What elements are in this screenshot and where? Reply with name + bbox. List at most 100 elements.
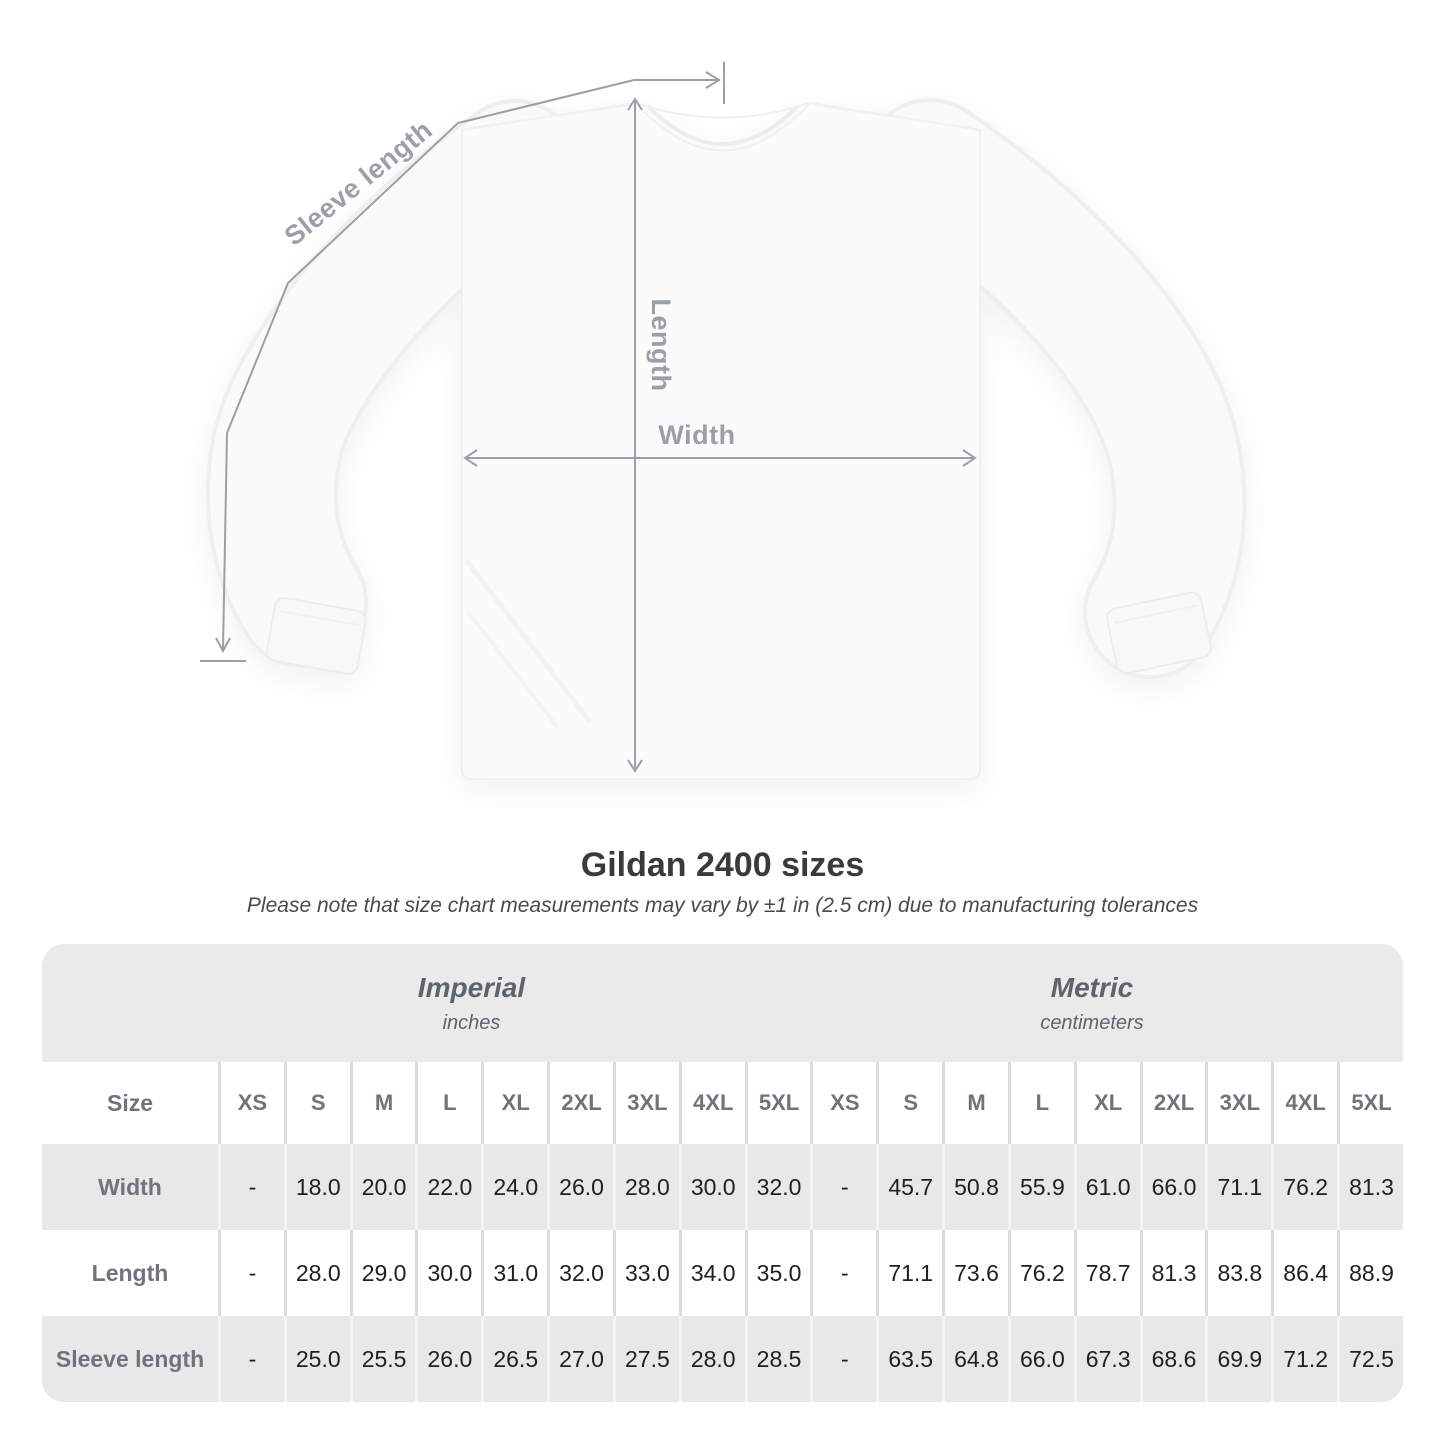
- value-cell-metric: -: [813, 1230, 877, 1316]
- unit-sub: centimeters: [1040, 1011, 1144, 1034]
- value-cell-metric: 72.5: [1340, 1316, 1403, 1402]
- size-header-metric: 3XL: [1208, 1062, 1272, 1144]
- size-header-metric: XL: [1076, 1062, 1140, 1144]
- value-cell-imperial: -: [221, 1230, 284, 1316]
- value-cell-metric: 55.9: [1010, 1144, 1074, 1230]
- value-cell-imperial: 28.0: [615, 1144, 679, 1230]
- value-cell-imperial: 26.5: [484, 1316, 548, 1402]
- size-header-metric: 4XL: [1274, 1062, 1338, 1144]
- row-label: Length: [42, 1230, 218, 1316]
- value-cell-imperial: 32.0: [550, 1230, 613, 1316]
- value-cell-metric: 73.6: [945, 1230, 1008, 1316]
- value-cell-imperial: 27.0: [550, 1316, 613, 1402]
- size-header-imperial: 3XL: [615, 1062, 679, 1144]
- size-chart-table: Imperial inches Metric centimeters Size X…: [42, 944, 1403, 1402]
- value-cell-imperial: 32.0: [747, 1144, 811, 1230]
- value-cell-metric: -: [813, 1144, 877, 1230]
- value-cell-metric: 76.2: [1274, 1144, 1338, 1230]
- unit-name: Imperial: [417, 971, 526, 1003]
- value-cell-imperial: 30.0: [418, 1230, 482, 1316]
- right-sleeve: [867, 102, 1243, 675]
- value-cell-imperial: 26.0: [418, 1316, 482, 1402]
- size-header-metric: M: [945, 1062, 1008, 1144]
- size-header-imperial: 4XL: [681, 1062, 745, 1144]
- value-cell-metric: 88.9: [1340, 1230, 1403, 1316]
- row-length: Length -28.0 29.0 30.0 31.0 32.0 33.0 34.0 35.0-…: [42, 1230, 1403, 1316]
- sleeve-length-dimension-line: [200, 62, 725, 662]
- value-cell-imperial: 20.0: [352, 1144, 416, 1230]
- unit-name: Metric: [1050, 971, 1134, 1003]
- row-width: Width -18.0 20.0 22.0 24.0 26.0 28.0 30.0 32.0-4…: [42, 1144, 1403, 1230]
- value-cell-metric: 78.7: [1076, 1230, 1140, 1316]
- shirt: [205, 98, 1247, 780]
- unit-sub: inches: [442, 1011, 501, 1034]
- left-sleeve: [209, 103, 577, 664]
- value-cell-metric: 45.7: [879, 1144, 943, 1230]
- unit-header-imperial: Imperial inches: [42, 944, 811, 1062]
- value-cell-metric: 68.6: [1142, 1316, 1206, 1402]
- value-cell-metric: 86.4: [1274, 1230, 1338, 1316]
- value-cell-metric: 71.2: [1274, 1316, 1338, 1402]
- value-cell-imperial: 34.0: [681, 1230, 745, 1316]
- value-cell-imperial: 33.0: [615, 1230, 679, 1316]
- size-header-metric: S: [879, 1062, 943, 1144]
- unit-header: Imperial inches Metric centimeters: [42, 944, 1403, 1062]
- table-rows: Width -18.0 20.0 22.0 24.0 26.0 28.0 30.0 32.0-4…: [42, 1144, 1403, 1402]
- value-cell-imperial: 29.0: [352, 1230, 416, 1316]
- value-cell-imperial: 25.0: [286, 1316, 350, 1402]
- width-label: Width: [658, 420, 735, 450]
- page-subtitle: Please note that size chart measurements…: [246, 894, 1199, 917]
- size-header-imperial: XS: [221, 1062, 284, 1144]
- size-header-imperial: S: [286, 1062, 350, 1144]
- value-cell-imperial: 24.0: [484, 1144, 548, 1230]
- value-cell-imperial: 25.5: [352, 1316, 416, 1402]
- size-header-metric: XS: [813, 1062, 877, 1144]
- size-header-metric: 5XL: [1340, 1062, 1403, 1144]
- value-cell-metric: 63.5: [879, 1316, 943, 1402]
- size-header-imperial: 2XL: [550, 1062, 613, 1144]
- size-header-imperial: M: [352, 1062, 416, 1144]
- length-label: Length: [646, 299, 676, 392]
- page-title: Gildan 2400 sizes: [580, 846, 865, 884]
- size-header-row: Size XS S M L XL 2XL 3XL 4XL 5XL XS S M L XL 2XL 3XL 4XL 5…: [42, 1062, 1403, 1144]
- value-cell-metric: 71.1: [1208, 1144, 1272, 1230]
- value-cell-metric: 66.0: [1010, 1316, 1074, 1402]
- size-header-imperial: L: [418, 1062, 482, 1144]
- value-cell-metric: 81.3: [1142, 1230, 1206, 1316]
- value-cell-imperial: 30.0: [681, 1144, 745, 1230]
- size-header-imperial: XL: [484, 1062, 548, 1144]
- size-header-metric: 2XL: [1142, 1062, 1206, 1144]
- value-cell-imperial: 28.0: [286, 1230, 350, 1316]
- size-header-metric: L: [1010, 1062, 1074, 1144]
- shirt-diagram: Sleeve length Length Width: [200, 62, 1247, 780]
- value-cell-imperial: 31.0: [484, 1230, 548, 1316]
- left-cuff: [266, 597, 367, 675]
- width-dimension-line: [463, 449, 977, 467]
- unit-header-metric: Metric centimeters: [811, 944, 1403, 1062]
- value-cell-metric: 50.8: [945, 1144, 1008, 1230]
- value-cell-imperial: 26.0: [550, 1144, 613, 1230]
- value-cell-metric: 71.1: [879, 1230, 943, 1316]
- row-label: Sleeve length: [42, 1316, 218, 1402]
- size-col-header: Size: [42, 1062, 218, 1144]
- right-cuff: [1106, 591, 1212, 675]
- value-cell-metric: 61.0: [1076, 1144, 1140, 1230]
- value-cell-imperial: 22.0: [418, 1144, 482, 1230]
- value-cell-metric: 64.8: [945, 1316, 1008, 1402]
- value-cell-imperial: 28.5: [747, 1316, 811, 1402]
- size-header-imperial: 5XL: [747, 1062, 811, 1144]
- value-cell-imperial: -: [221, 1316, 284, 1402]
- value-cell-imperial: 28.0: [681, 1316, 745, 1402]
- value-cell-metric: 81.3: [1340, 1144, 1403, 1230]
- value-cell-imperial: 27.5: [615, 1316, 679, 1402]
- value-cell-metric: 66.0: [1142, 1144, 1206, 1230]
- value-cell-imperial: 18.0: [286, 1144, 350, 1230]
- value-cell-metric: 83.8: [1208, 1230, 1272, 1316]
- row-label: Width: [42, 1144, 218, 1230]
- value-cell-metric: 67.3: [1076, 1316, 1140, 1402]
- value-cell-metric: 76.2: [1010, 1230, 1074, 1316]
- value-cell-imperial: 35.0: [747, 1230, 811, 1316]
- shirt-body: [461, 101, 981, 780]
- value-cell-metric: 69.9: [1208, 1316, 1272, 1402]
